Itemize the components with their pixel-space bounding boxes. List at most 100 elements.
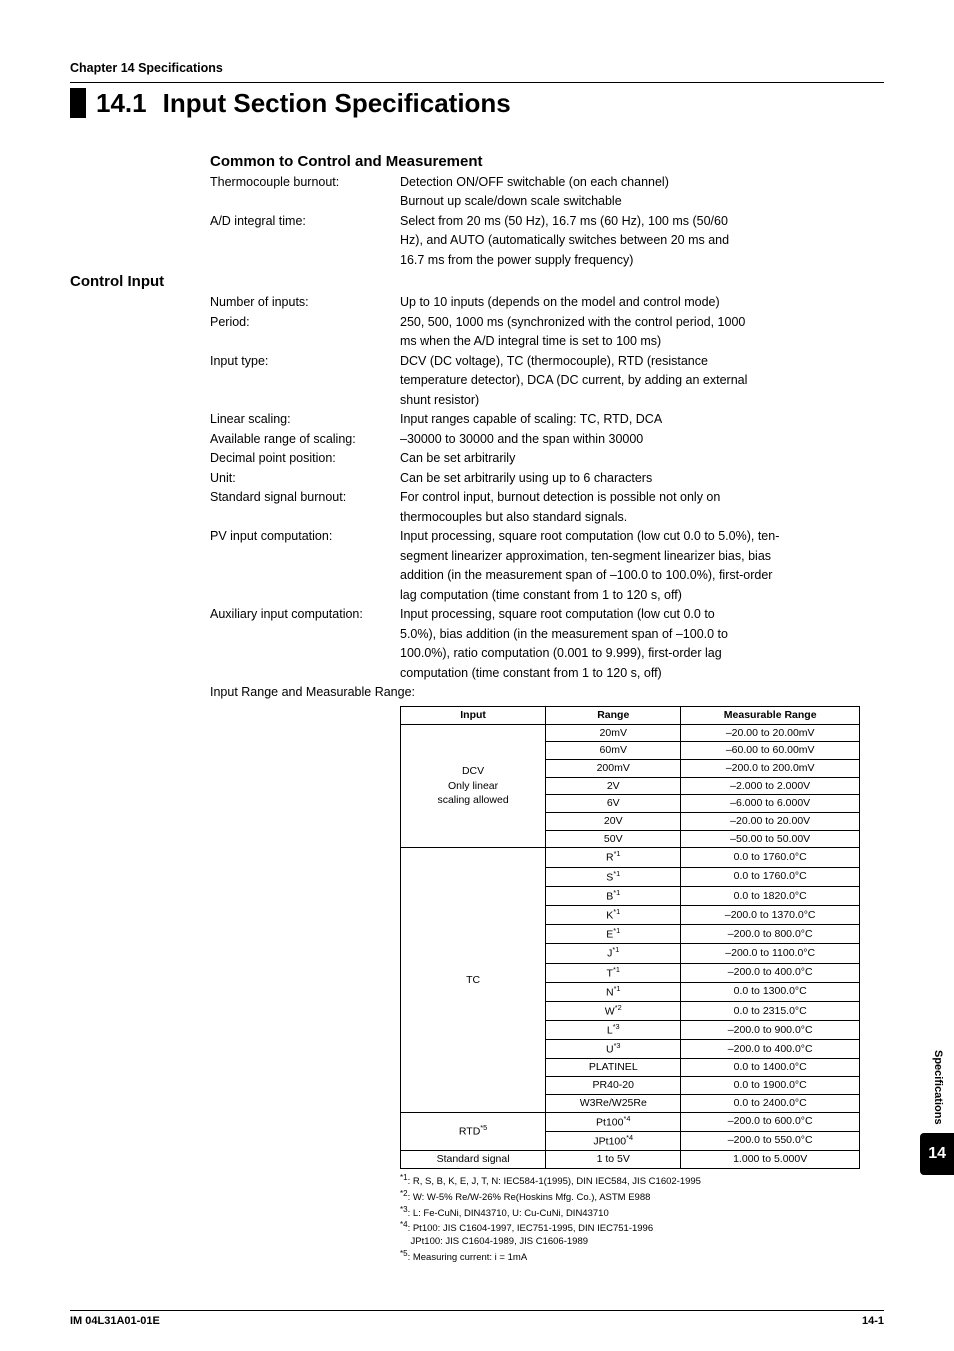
table-cell: 20V	[546, 813, 681, 831]
spec-table-wrap: InputRangeMeasurable RangeDCVOnly linear…	[400, 706, 884, 1169]
table-header: Measurable Range	[681, 706, 860, 724]
footnote-line: *4: Pt100: JIS C1604-1997, IEC751-1995, …	[400, 1220, 884, 1236]
spec-label: Standard signal burnout:	[210, 489, 400, 507]
table-header: Input	[401, 706, 546, 724]
spec-value: 5.0%), bias addition (in the measurement…	[400, 626, 884, 644]
footnote-line: *5: Measuring current: i = 1mA	[400, 1249, 884, 1265]
table-cell: 200mV	[546, 759, 681, 777]
table-cell: DCVOnly linearscaling allowed	[401, 724, 546, 848]
spec-value: Hz), and AUTO (automatically switches be…	[400, 232, 884, 250]
spec-value: ms when the A/D integral time is set to …	[400, 333, 884, 351]
table-cell: –200.0 to 1370.0°C	[681, 905, 860, 924]
table-cell: 20mV	[546, 724, 681, 742]
title-text: Input Section Specifications	[163, 85, 511, 121]
table-cell: S*1	[546, 867, 681, 886]
spec-label	[210, 645, 400, 663]
spec-label: PV input computation:	[210, 528, 400, 546]
spec-value: Can be set arbitrarily using up to 6 cha…	[400, 470, 884, 488]
spec-label: Thermocouple burnout:	[210, 174, 400, 192]
table-cell: –50.00 to 50.00V	[681, 830, 860, 848]
table-cell: 0.0 to 1760.0°C	[681, 867, 860, 886]
spec-label: Period:	[210, 314, 400, 332]
spec-label	[210, 232, 400, 250]
spec-label	[210, 333, 400, 351]
spec-value: lag computation (time constant from 1 to…	[400, 587, 884, 605]
table-row: DCVOnly linearscaling allowed20mV–20.00 …	[401, 724, 860, 742]
spec-value: Up to 10 inputs (depends on the model an…	[400, 294, 884, 312]
table-cell: –200.0 to 800.0°C	[681, 925, 860, 944]
spec-value: shunt resistor)	[400, 392, 884, 410]
table-cell: 6V	[546, 795, 681, 813]
table-cell: JPt100*4	[546, 1131, 681, 1150]
table-header: Range	[546, 706, 681, 724]
table-cell: –200.0 to 400.0°C	[681, 1040, 860, 1059]
spec-label: Decimal point position:	[210, 450, 400, 468]
spec-value: 16.7 ms from the power supply frequency)	[400, 252, 884, 270]
table-cell: 60mV	[546, 742, 681, 760]
table-cell: E*1	[546, 925, 681, 944]
common-spec-block: Thermocouple burnout:Detection ON/OFF sw…	[70, 174, 884, 270]
spec-label: Auxiliary input computation:	[210, 606, 400, 624]
control-spec-block: Number of inputs:Up to 10 inputs (depend…	[70, 294, 884, 682]
footnotes: *1: R, S, B, K, E, J, T, N: IEC584-1(199…	[400, 1173, 884, 1266]
table-cell: K*1	[546, 905, 681, 924]
table-cell: –200.0 to 1100.0°C	[681, 944, 860, 963]
table-cell: 2V	[546, 777, 681, 795]
table-cell: 0.0 to 1900.0°C	[681, 1077, 860, 1095]
table-cell: N*1	[546, 982, 681, 1001]
footer: IM 04L31A01-01E 14-1	[70, 1310, 884, 1329]
table-cell: U*3	[546, 1040, 681, 1059]
side-tab: Specifications 14	[920, 1050, 954, 1175]
spec-label	[210, 548, 400, 566]
table-caption: Input Range and Measurable Range:	[210, 684, 415, 702]
table-row: RTD*5Pt100*4–200.0 to 600.0°C	[401, 1112, 860, 1131]
spec-value: segment linearizer approximation, ten-se…	[400, 548, 884, 566]
spec-value: For control input, burnout detection is …	[400, 489, 884, 507]
table-cell: 0.0 to 1820.0°C	[681, 886, 860, 905]
page: Chapter 14 Specifications 14.1 Input Sec…	[0, 0, 954, 1351]
spec-value: 100.0%), ratio computation (0.001 to 9.9…	[400, 645, 884, 663]
side-label: Specifications	[929, 1050, 944, 1125]
table-cell: –200.0 to 900.0°C	[681, 1021, 860, 1040]
table-cell: 1.000 to 5.000V	[681, 1150, 860, 1168]
table-cell: Pt100*4	[546, 1112, 681, 1131]
table-cell: T*1	[546, 963, 681, 982]
spec-label: Linear scaling:	[210, 411, 400, 429]
subhead-common: Common to Control and Measurement	[210, 151, 483, 172]
spec-label	[210, 587, 400, 605]
table-cell: PR40-20	[546, 1077, 681, 1095]
table-cell: PLATINEL	[546, 1059, 681, 1077]
table-cell: 0.0 to 1760.0°C	[681, 848, 860, 867]
footnote-line: *2: W: W-5% Re/W-26% Re(Hoskins Mfg. Co.…	[400, 1189, 884, 1205]
section-control-input: Control Input	[70, 271, 210, 292]
table-cell: –6.000 to 6.000V	[681, 795, 860, 813]
footer-left: IM 04L31A01-01E	[70, 1314, 160, 1329]
table-cell: 0.0 to 2315.0°C	[681, 1001, 860, 1020]
spec-value: Select from 20 ms (50 Hz), 16.7 ms (60 H…	[400, 213, 884, 231]
spec-value: temperature detector), DCA (DC current, …	[400, 372, 884, 390]
table-row: Standard signal1 to 5V1.000 to 5.000V	[401, 1150, 860, 1168]
spec-value: thermocouples but also standard signals.	[400, 509, 884, 527]
spec-value: Can be set arbitrarily	[400, 450, 884, 468]
chapter-header: Chapter 14 Specifications	[70, 60, 884, 78]
spec-label	[210, 372, 400, 390]
table-cell: B*1	[546, 886, 681, 905]
spec-label: Input type:	[210, 353, 400, 371]
spec-label	[210, 193, 400, 211]
spec-label	[210, 509, 400, 527]
spec-value: addition (in the measurement span of –10…	[400, 567, 884, 585]
spec-value: Input processing, square root computatio…	[400, 606, 884, 624]
spec-label	[210, 626, 400, 644]
table-cell: 50V	[546, 830, 681, 848]
table-cell: –60.00 to 60.00mV	[681, 742, 860, 760]
table-cell: 0.0 to 2400.0°C	[681, 1094, 860, 1112]
spec-label: A/D integral time:	[210, 213, 400, 231]
table-cell: –200.0 to 550.0°C	[681, 1131, 860, 1150]
table-cell: –20.00 to 20.00mV	[681, 724, 860, 742]
table-cell: W3Re/W25Re	[546, 1094, 681, 1112]
table-cell: 1 to 5V	[546, 1150, 681, 1168]
title-number: 14.1	[96, 85, 147, 121]
spec-label: Available range of scaling:	[210, 431, 400, 449]
spec-label: Number of inputs:	[210, 294, 400, 312]
table-cell: 0.0 to 1400.0°C	[681, 1059, 860, 1077]
